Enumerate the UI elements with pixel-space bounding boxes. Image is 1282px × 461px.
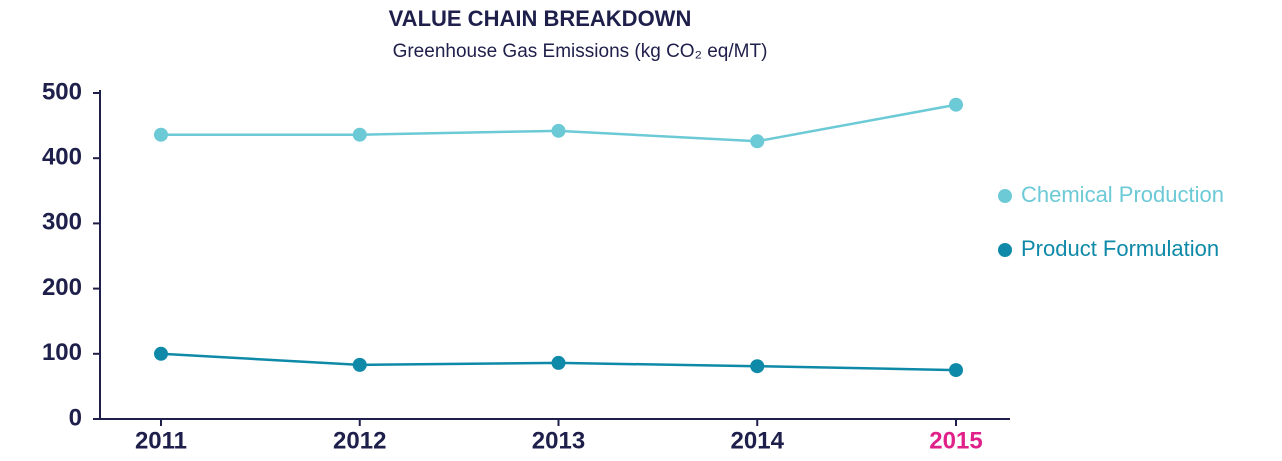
data-point — [750, 134, 765, 149]
legend-label: Chemical Production — [1021, 182, 1224, 207]
x-tick-label: 2012 — [333, 427, 386, 454]
x-tick-label: 2011 — [135, 427, 187, 454]
x-tick-label: 2013 — [532, 427, 585, 454]
data-point — [551, 355, 566, 370]
legend-marker — [998, 189, 1012, 203]
legend-label: Product Formulation — [1021, 236, 1219, 261]
x-tick-label: 2014 — [731, 427, 785, 454]
y-tick-label: 500 — [42, 78, 82, 105]
chart-subtitle: Greenhouse Gas Emissions (kg CO₂ eq/MT) — [393, 41, 768, 62]
y-tick-label: 400 — [42, 144, 82, 171]
data-point — [949, 97, 963, 112]
chart-title: VALUE CHAIN BREAKDOWN — [389, 6, 692, 31]
data-point — [949, 363, 963, 378]
data-point — [352, 357, 367, 372]
data-point — [154, 346, 168, 361]
y-tick-label: 200 — [42, 274, 82, 301]
y-tick-label: 300 — [42, 209, 82, 236]
y-tick-label: 100 — [42, 339, 82, 366]
data-point — [551, 123, 566, 138]
data-point — [154, 127, 168, 142]
data-point — [352, 127, 367, 142]
x-tick-label: 2015 — [929, 427, 982, 454]
data-point — [750, 359, 765, 374]
y-tick-label: 0 — [69, 404, 82, 431]
legend-marker — [998, 243, 1012, 257]
